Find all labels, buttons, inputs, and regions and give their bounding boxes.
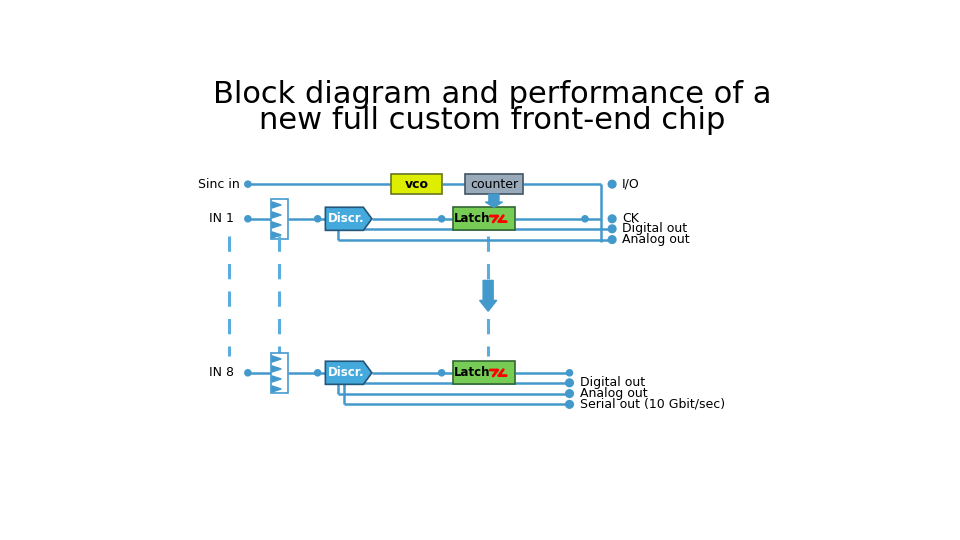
Text: Latch: Latch <box>454 212 491 225</box>
Circle shape <box>565 401 573 408</box>
Circle shape <box>566 370 572 376</box>
Circle shape <box>609 215 616 222</box>
Text: Latch: Latch <box>454 366 491 379</box>
Polygon shape <box>272 356 281 362</box>
Text: Analog out: Analog out <box>622 233 690 246</box>
Text: IN 1: IN 1 <box>209 212 234 225</box>
Polygon shape <box>272 386 281 392</box>
Text: counter: counter <box>469 178 518 191</box>
Circle shape <box>565 379 573 387</box>
Text: Discr.: Discr. <box>328 212 365 225</box>
Circle shape <box>609 225 616 233</box>
Text: Digital out: Digital out <box>580 376 645 389</box>
Text: CK: CK <box>622 212 639 225</box>
Polygon shape <box>272 202 281 208</box>
Polygon shape <box>325 207 372 231</box>
FancyArrow shape <box>480 280 496 311</box>
Polygon shape <box>325 361 372 384</box>
Bar <box>271 199 288 239</box>
Circle shape <box>439 370 444 376</box>
Text: new full custom front-end chip: new full custom front-end chip <box>259 106 725 135</box>
Circle shape <box>315 215 321 222</box>
Bar <box>271 353 288 393</box>
Circle shape <box>245 370 251 376</box>
Bar <box>392 174 442 194</box>
Text: Discr.: Discr. <box>328 366 365 379</box>
Circle shape <box>245 181 251 187</box>
Polygon shape <box>272 222 281 228</box>
Bar <box>465 174 523 194</box>
Circle shape <box>582 215 588 222</box>
FancyArrow shape <box>486 194 502 207</box>
Circle shape <box>609 236 616 244</box>
Bar <box>453 207 516 231</box>
Circle shape <box>315 370 321 376</box>
Text: Sinc in: Sinc in <box>199 178 240 191</box>
Text: IN 8: IN 8 <box>209 366 234 379</box>
Text: Block diagram and performance of a: Block diagram and performance of a <box>213 79 771 109</box>
Text: Digital out: Digital out <box>622 222 687 235</box>
Text: Serial out (10 Gbit/sec): Serial out (10 Gbit/sec) <box>580 398 725 411</box>
Text: I/O: I/O <box>622 178 640 191</box>
Polygon shape <box>272 232 281 238</box>
Text: Analog out: Analog out <box>580 387 647 400</box>
Circle shape <box>565 390 573 397</box>
Circle shape <box>245 215 251 222</box>
Circle shape <box>439 215 444 222</box>
Circle shape <box>609 180 616 188</box>
Polygon shape <box>272 366 281 372</box>
Polygon shape <box>272 212 281 218</box>
Bar <box>453 361 516 384</box>
Text: vco: vco <box>404 178 428 191</box>
Polygon shape <box>272 376 281 382</box>
